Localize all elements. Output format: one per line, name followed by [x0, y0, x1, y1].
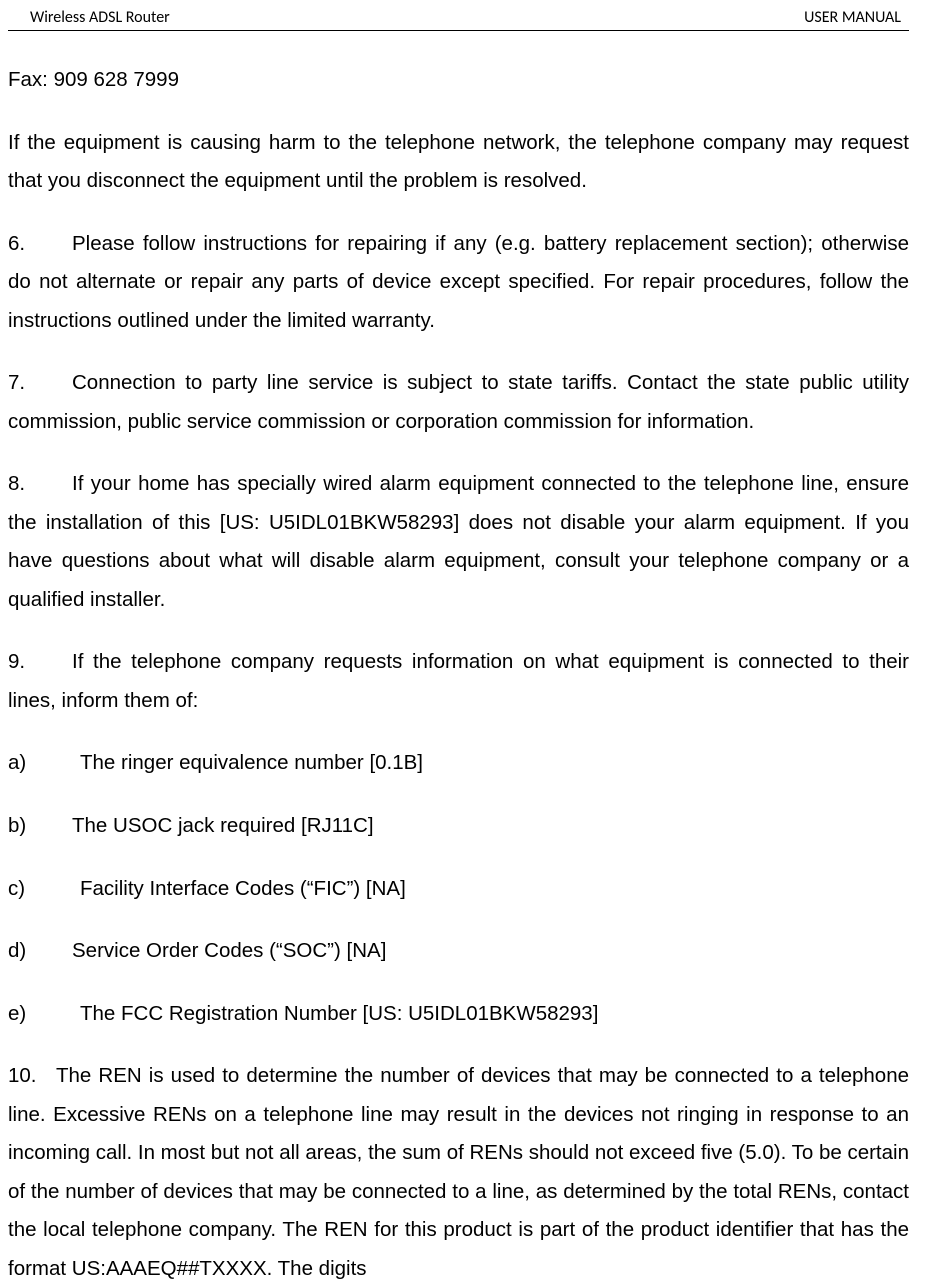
subitem-b: b)The USOC jack required [RJ11C] [8, 807, 909, 846]
intro-paragraph: If the equipment is causing harm to the … [8, 124, 909, 201]
item-10-text: The REN is used to determine the number … [8, 1064, 909, 1280]
page-header: Wireless ADSL Router USER MANUAL [8, 8, 909, 28]
subitem-e-text: The FCC Registration Number [US: U5IDL01… [80, 1002, 598, 1025]
page: Wireless ADSL Router USER MANUAL Fax: 90… [0, 0, 927, 1288]
subitem-e: e)The FCC Registration Number [US: U5IDL… [8, 995, 909, 1034]
subitem-c: c)Facility Interface Codes (“FIC”) [NA] [8, 870, 909, 909]
subitem-a-marker: a) [8, 744, 80, 783]
item-7-text: Connection to party line service is subj… [8, 371, 909, 433]
item-8: 8.If your home has specially wired alarm… [8, 465, 909, 619]
item-6-marker: 6. [8, 225, 72, 264]
item-10-marker: 10. [8, 1057, 56, 1096]
item-6: 6.Please follow instructions for repairi… [8, 225, 909, 341]
subitem-d-text: Service Order Codes (“SOC”) [NA] [72, 939, 386, 962]
header-rule [8, 30, 909, 31]
item-8-marker: 8. [8, 465, 72, 504]
item-8-text: If your home has specially wired alarm e… [8, 472, 909, 611]
item-9-marker: 9. [8, 643, 72, 682]
item-10: 10.The REN is used to determine the numb… [8, 1057, 909, 1288]
subitem-e-marker: e) [8, 995, 80, 1034]
subitem-d-marker: d) [8, 932, 72, 971]
subitem-a-text: The ringer equivalence number [0.1B] [80, 751, 423, 774]
subitem-a: a)The ringer equivalence number [0.1B] [8, 744, 909, 783]
subitem-c-marker: c) [8, 870, 80, 909]
header-right: USER MANUAL [804, 8, 901, 27]
item-9-text: If the telephone company requests inform… [8, 650, 909, 712]
item-7-marker: 7. [8, 364, 72, 403]
subitem-b-marker: b) [8, 807, 72, 846]
subitem-b-text: The USOC jack required [RJ11C] [72, 814, 374, 837]
item-7: 7.Connection to party line service is su… [8, 364, 909, 441]
subitem-d: d)Service Order Codes (“SOC”) [NA] [8, 932, 909, 971]
item-9: 9.If the telephone company requests info… [8, 643, 909, 720]
subitem-c-text: Facility Interface Codes (“FIC”) [NA] [80, 877, 406, 900]
header-left: Wireless ADSL Router [30, 8, 170, 27]
item-6-text: Please follow instructions for repairing… [8, 232, 909, 332]
fax-line: Fax: 909 628 7999 [8, 61, 909, 100]
